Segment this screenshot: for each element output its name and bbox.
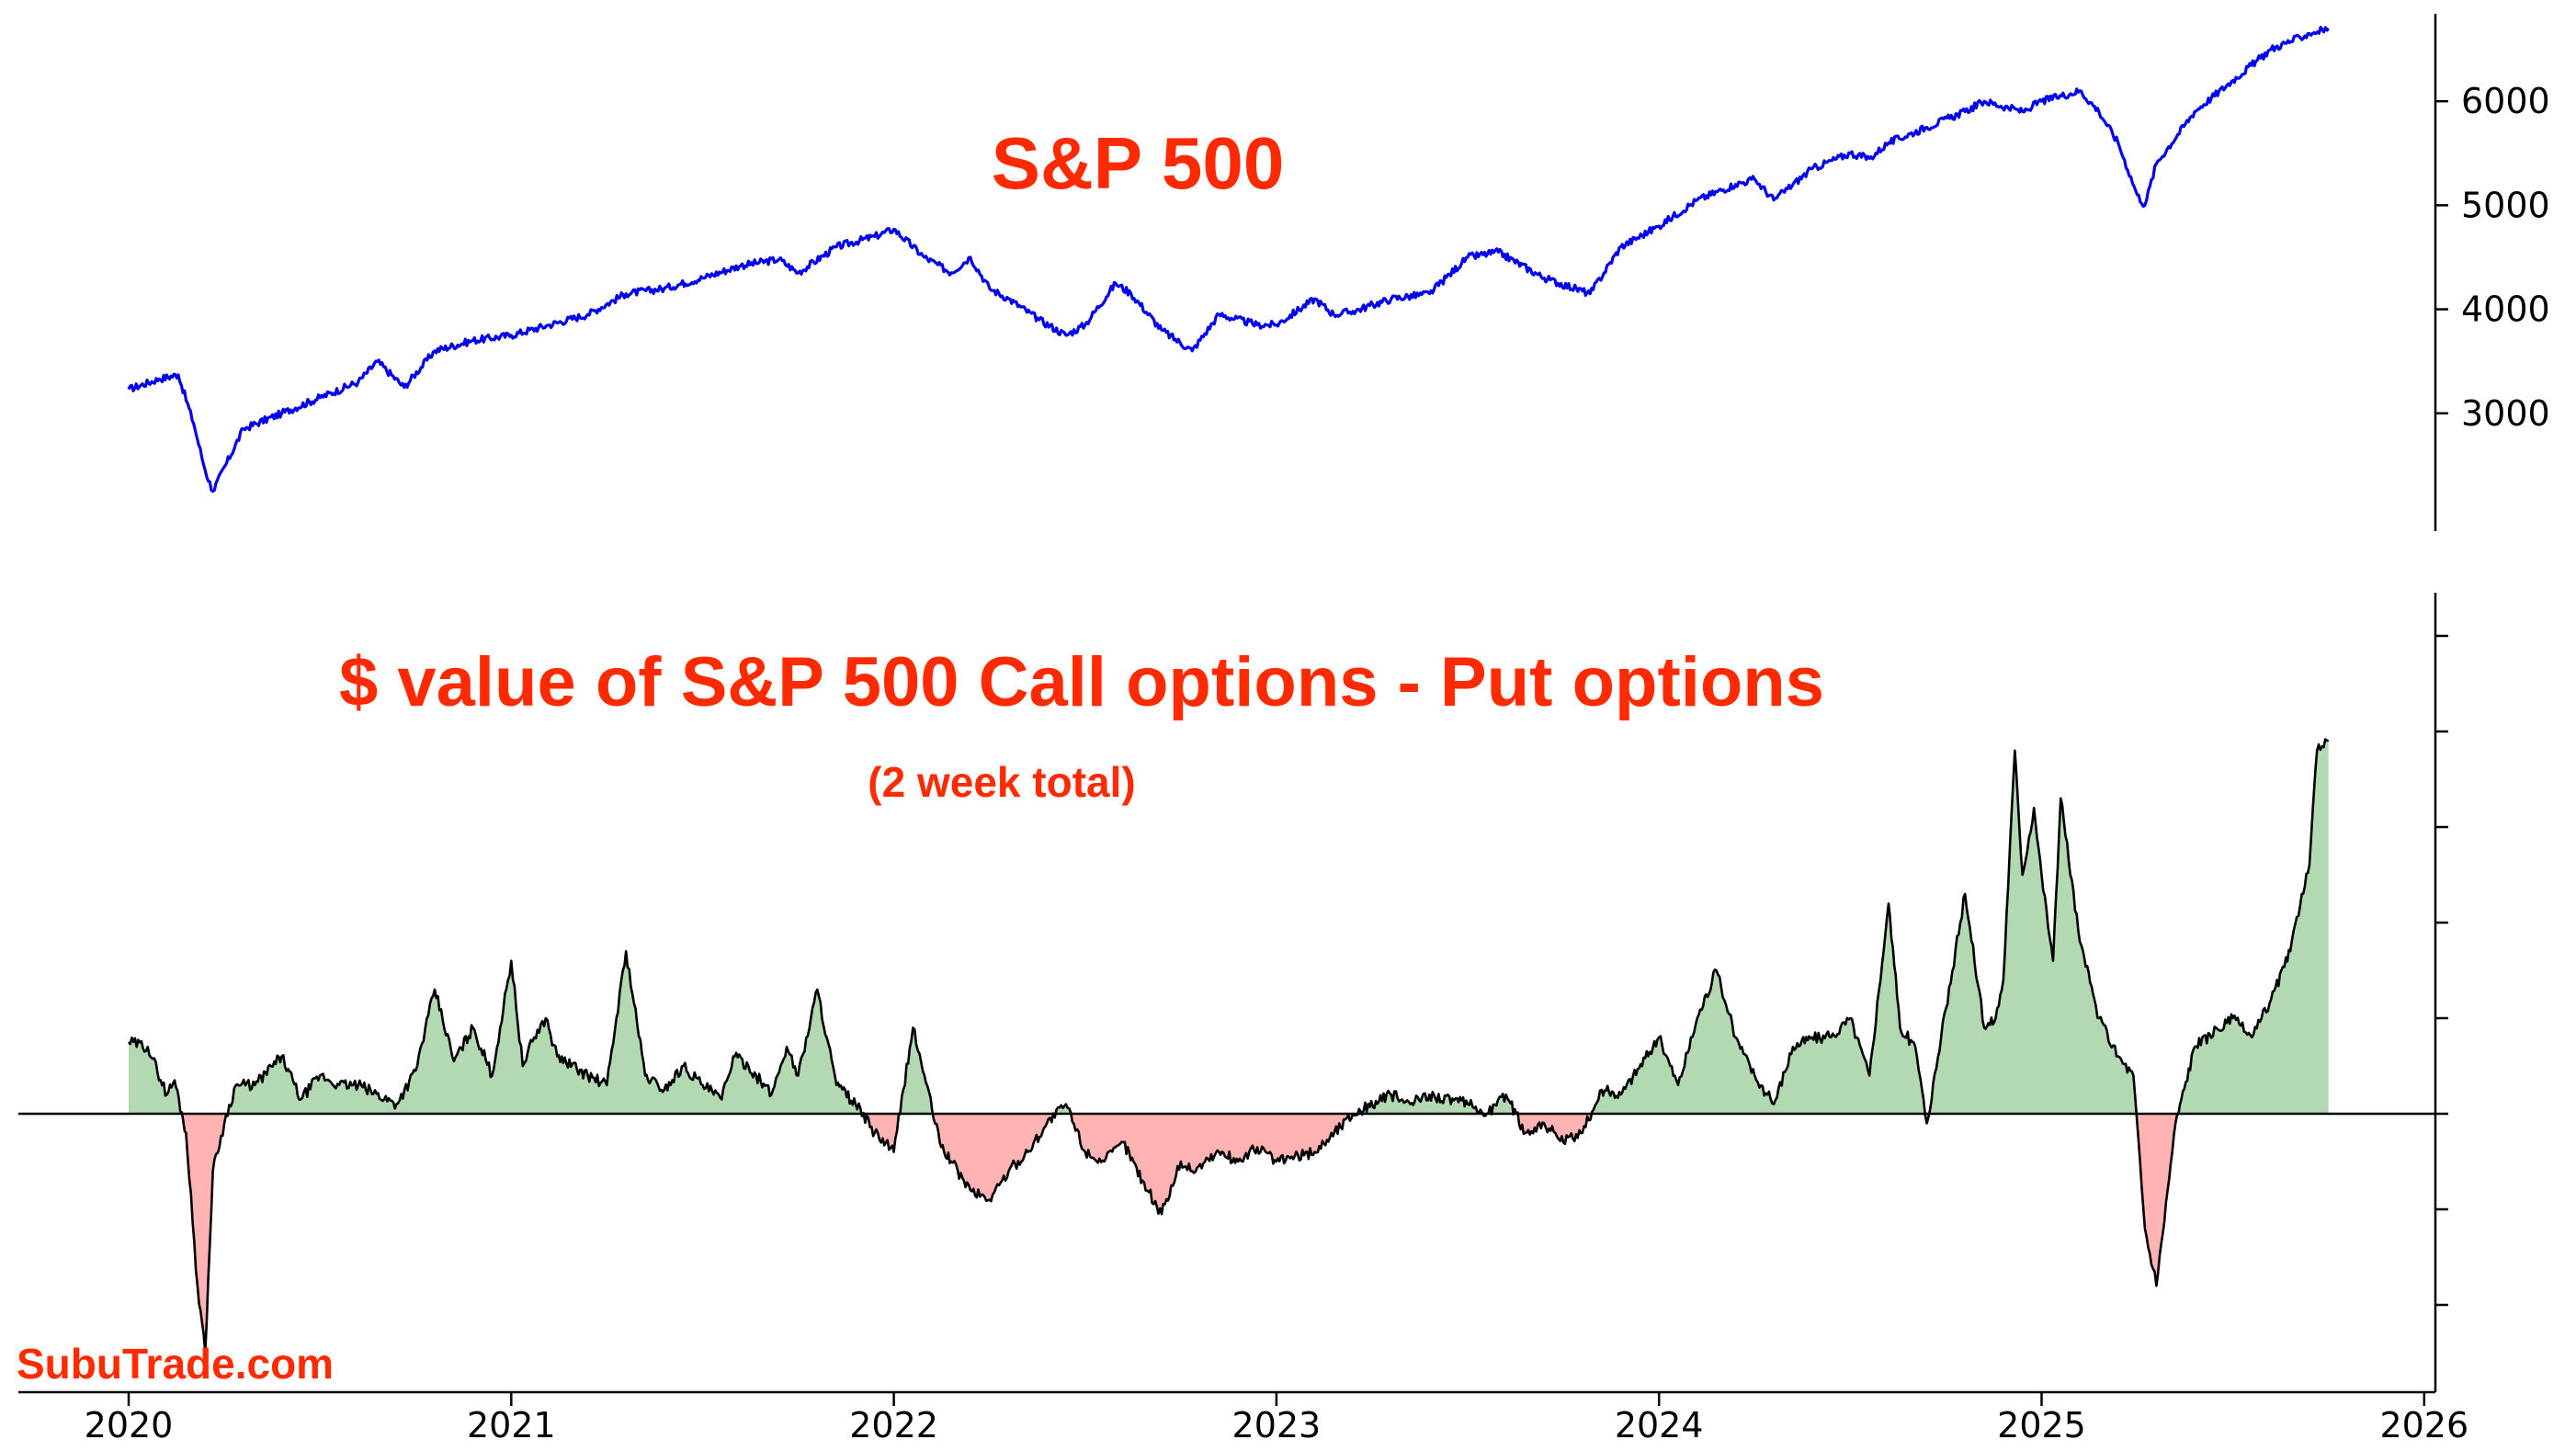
watermark: SubuTrade.com xyxy=(17,1340,334,1388)
price-y-tick-label: 6000 xyxy=(2461,81,2550,121)
x-axis: 2020 2021 2022 2023 2024 2025 2026 xyxy=(18,1390,2468,1445)
flow-panel: $ value of S&P 500 Call options - Put op… xyxy=(18,593,2448,1392)
flow-plot-area xyxy=(127,738,2330,1355)
x-tick-label: 2024 xyxy=(1615,1405,1704,1445)
price-chart-title: S&P 500 xyxy=(992,122,1285,204)
x-tick-label: 2021 xyxy=(467,1405,556,1445)
x-tick-label: 2020 xyxy=(85,1405,174,1445)
flow-chart-subtitle: (2 week total) xyxy=(868,758,1135,806)
negative-flow-area xyxy=(129,1114,2329,1353)
price-panel: 3000 4000 5000 6000 S&P 500 xyxy=(127,14,2550,531)
price-y-ticks: 3000 4000 5000 6000 xyxy=(2435,81,2550,434)
x-tick-label: 2022 xyxy=(849,1405,938,1445)
x-ticks: 2020 2021 2022 2023 2024 2025 2026 xyxy=(85,1392,2468,1445)
price-y-tick-label: 3000 xyxy=(2461,393,2550,434)
price-plot-area xyxy=(127,26,2330,493)
sp500-price-line xyxy=(127,26,2330,493)
x-tick-label: 2026 xyxy=(2379,1405,2468,1445)
price-y-tick-label: 5000 xyxy=(2461,185,2550,225)
x-tick-label: 2023 xyxy=(1232,1405,1322,1445)
flow-chart-title: $ value of S&P 500 Call options - Put op… xyxy=(339,643,1824,721)
positive-flow-area xyxy=(129,739,2329,1114)
call-put-flow-line xyxy=(127,738,2330,1355)
flow-y-ticks xyxy=(2435,634,2448,1307)
price-y-tick-label: 4000 xyxy=(2461,289,2550,330)
x-tick-label: 2025 xyxy=(1997,1405,2086,1445)
